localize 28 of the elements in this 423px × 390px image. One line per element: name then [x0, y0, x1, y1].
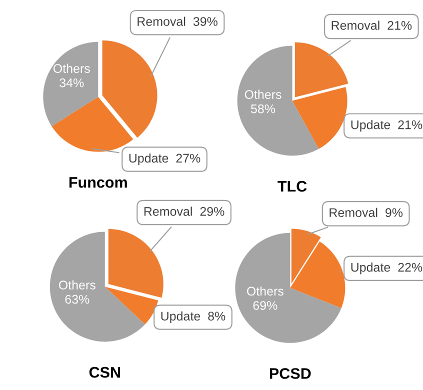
data-label: 29%: [200, 207, 224, 216]
slice-label: Removal: [138, 16, 186, 26]
data-label: 21%: [388, 20, 412, 30]
slice-label: Update: [129, 153, 168, 166]
slice-label: Others: [247, 286, 284, 296]
data-label: 34%: [60, 78, 84, 88]
slice-label: Others: [58, 280, 96, 290]
data-label: 8%: [208, 312, 226, 321]
data-label: 22%: [398, 262, 422, 272]
slice-label: Others: [244, 90, 282, 99]
slice-label: Update: [351, 262, 390, 274]
text: TLC: [278, 180, 307, 192]
text: Funcom: [69, 177, 127, 188]
data-label: 58%: [250, 104, 276, 114]
slice-label: Update: [351, 120, 390, 132]
slice-label: Removal: [330, 208, 378, 218]
text: CSN: [89, 366, 120, 378]
slice-label: Update: [161, 311, 200, 324]
data-label: 9%: [386, 208, 403, 218]
data-label: 27%: [176, 154, 200, 163]
slice-label: Others: [53, 64, 90, 73]
data-label: 69%: [253, 301, 278, 310]
slice-label: Removal: [144, 206, 192, 216]
data-label: 63%: [65, 294, 90, 304]
text: PCSD: [270, 368, 311, 379]
data-label: 21%: [398, 120, 422, 130]
data-label: 39%: [193, 17, 218, 26]
slice-label: Removal: [332, 20, 380, 30]
